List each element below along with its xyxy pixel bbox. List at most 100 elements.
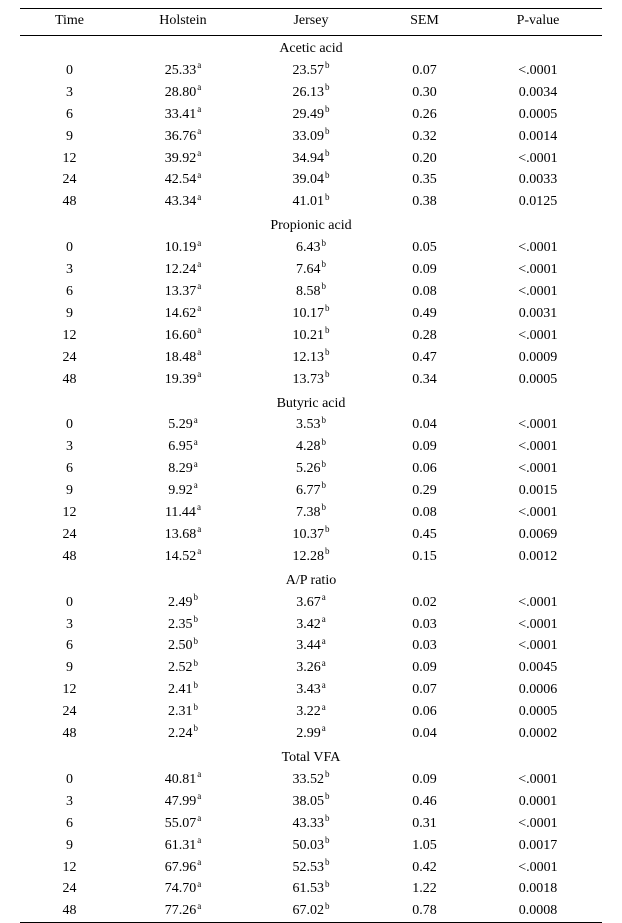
cell-time: 9 [20,126,119,148]
cell-time: 3 [20,436,119,458]
cell-holstein-value: 10.19 [165,240,197,255]
table-row: 347.99a38.05b0.460.0001 [20,791,602,813]
cell-sem: 0.42 [375,857,474,879]
cell-time: 6 [20,458,119,480]
cell-holstein-sup: b [193,658,198,668]
cell-holstein-value: 2.49 [168,595,193,610]
table-row: 122.41b3.43a0.070.0006 [20,679,602,701]
cell-pvalue: <.0001 [474,614,602,636]
table-row: 025.33a23.57b0.07<.0001 [20,60,602,82]
cell-time: 6 [20,104,119,126]
cell-jersey-value: 2.99 [296,726,321,741]
cell-pvalue: <.0001 [474,769,602,791]
cell-jersey-sup: b [325,857,330,867]
cell-jersey-sup: b [325,148,330,158]
cell-pvalue: <.0001 [474,414,602,436]
cell-jersey: 12.13b [247,347,375,369]
table-row: 936.76a33.09b0.320.0014 [20,126,602,148]
table-row: 1267.96a52.53b0.42<.0001 [20,857,602,879]
cell-holstein-sup: a [197,524,201,534]
cell-jersey: 13.73b [247,369,375,391]
cell-holstein-value: 2.41 [168,682,193,697]
cell-jersey: 7.64b [247,259,375,281]
col-header-holstein: Holstein [119,9,247,36]
cell-holstein-value: 33.41 [165,107,197,122]
cell-jersey: 39.04b [247,169,375,191]
cell-holstein: 8.29a [119,458,247,480]
cell-jersey-sup: b [325,835,330,845]
cell-holstein-value: 47.99 [165,794,197,809]
cell-holstein: 2.31b [119,701,247,723]
cell-holstein: 55.07a [119,813,247,835]
cell-holstein: 13.37a [119,281,247,303]
cell-jersey-value: 10.21 [292,328,324,343]
cell-jersey: 3.44a [247,635,375,657]
cell-jersey-value: 6.77 [296,483,321,498]
cell-jersey: 6.77b [247,480,375,502]
cell-jersey-value: 13.73 [292,372,324,387]
table-row: 1239.92a34.94b0.20<.0001 [20,148,602,170]
cell-jersey-value: 50.03 [292,838,324,853]
cell-holstein-sup: a [197,546,201,556]
cell-jersey-sup: a [322,658,326,668]
cell-holstein-sup: a [197,791,201,801]
cell-jersey-sup: a [322,723,326,733]
cell-jersey-sup: a [322,614,326,624]
cell-jersey-value: 8.58 [296,284,321,299]
cell-holstein-value: 16.60 [165,328,197,343]
cell-time: 24 [20,524,119,546]
table-row: 2418.48a12.13b0.470.0009 [20,347,602,369]
cell-time: 24 [20,878,119,900]
cell-jersey: 3.22a [247,701,375,723]
cell-holstein-sup: a [197,126,201,136]
cell-jersey-sup: b [325,901,330,911]
cell-jersey: 8.58b [247,281,375,303]
table-row: 633.41a29.49b0.260.0005 [20,104,602,126]
cell-holstein: 14.52a [119,546,247,568]
cell-holstein: 6.95a [119,436,247,458]
cell-jersey: 23.57b [247,60,375,82]
cell-holstein-value: 12.24 [165,262,197,277]
cell-jersey-value: 6.43 [296,240,321,255]
cell-holstein-sup: a [197,82,201,92]
cell-jersey-sup: b [325,813,330,823]
cell-sem: 0.09 [375,436,474,458]
table-row: 02.49b3.67a0.02<.0001 [20,592,602,614]
table-row: 4843.34a41.01b0.380.0125 [20,191,602,213]
cell-holstein-value: 39.92 [165,151,197,166]
cell-holstein-sup: b [193,723,198,733]
section-title: Butyric acid [20,391,602,415]
cell-jersey-sup: b [325,325,330,335]
table-row: 05.29a3.53b0.04<.0001 [20,414,602,436]
cell-holstein: 16.60a [119,325,247,347]
cell-holstein-value: 6.95 [168,439,193,454]
cell-jersey-value: 3.22 [296,704,321,719]
cell-sem: 0.08 [375,502,474,524]
cell-holstein-value: 61.31 [165,838,197,853]
cell-jersey-sup: b [325,369,330,379]
table-row: 961.31a50.03b1.050.0017 [20,835,602,857]
cell-jersey-value: 52.53 [292,860,324,875]
table-row: 482.24b2.99a0.040.0002 [20,723,602,745]
cell-holstein: 5.29a [119,414,247,436]
cell-time: 12 [20,679,119,701]
cell-sem: 0.08 [375,281,474,303]
cell-jersey-sup: a [322,636,326,646]
cell-holstein-sup: a [194,459,198,469]
cell-pvalue: <.0001 [474,148,602,170]
cell-time: 24 [20,701,119,723]
cell-holstein: 39.92a [119,148,247,170]
cell-holstein-sup: a [197,104,201,114]
table-row: 62.50b3.44a0.03<.0001 [20,635,602,657]
cell-jersey-value: 3.44 [296,638,321,653]
cell-sem: 0.45 [375,524,474,546]
section-title: Total VFA [20,745,602,769]
cell-jersey: 3.42a [247,614,375,636]
cell-holstein-value: 14.62 [165,306,197,321]
cell-time: 12 [20,325,119,347]
cell-jersey-sup: b [321,415,326,425]
cell-sem: 0.04 [375,414,474,436]
cell-holstein: 2.49b [119,592,247,614]
cell-jersey: 10.17b [247,303,375,325]
cell-pvalue: <.0001 [474,592,602,614]
